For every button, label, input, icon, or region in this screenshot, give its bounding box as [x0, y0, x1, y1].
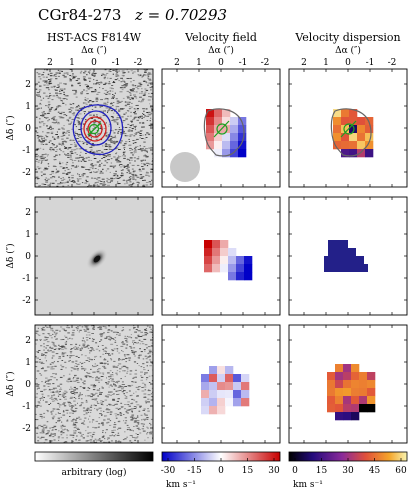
x-tick-label: 2 [301, 58, 307, 68]
y-tick-label: 2 [25, 80, 31, 90]
panel-velocity-dispersion-observed [289, 69, 407, 187]
column-title-velocity: Velocity field [184, 31, 257, 44]
x-tick-label: -2 [134, 58, 143, 68]
colorbar-tick-label: 0 [292, 466, 298, 476]
colorbar-tick-label: 30 [342, 466, 354, 476]
panel-hst-model [35, 197, 153, 315]
colorbar-dispersion-label: km s⁻¹ [293, 480, 323, 490]
x-axis-label-col1: Δα (″) [81, 45, 107, 56]
x-tick-label: 0 [218, 58, 224, 68]
x-tick-label: -2 [261, 58, 270, 68]
y-tick-label: -1 [22, 402, 31, 412]
x-axis-label-col2: Δα (″) [208, 45, 234, 56]
x-tick-label: 0 [345, 58, 351, 68]
panel-hst-observed [35, 69, 153, 187]
y-tick-label: -2 [22, 424, 31, 434]
colorbar-tick-label: 60 [395, 466, 407, 476]
redshift-label: z = 0.70293 [134, 6, 227, 24]
panel-velocity-dispersion-model [289, 197, 407, 315]
x-tick-label: 1 [196, 58, 202, 68]
x-tick-labels: 2 1 0 -1 -2 2 1 0 -1 -2 2 1 0 -1 -2 [47, 58, 396, 68]
y-tick-label: 0 [25, 252, 31, 262]
x-axis-label-col3: Δα (″) [335, 45, 361, 56]
x-tick-label: 2 [174, 58, 180, 68]
y-tick-label: 0 [25, 124, 31, 134]
panel-hst-residual [35, 325, 153, 443]
psf-circle [170, 152, 200, 182]
column-title-dispersion: Velocity dispersion [294, 31, 400, 44]
x-tick-label: 1 [69, 58, 75, 68]
y-tick-label: 0 [25, 380, 31, 390]
colorbar-tick-label: -15 [187, 466, 202, 476]
y-tick-label: -2 [22, 168, 31, 178]
y-tick-label: 1 [25, 102, 31, 112]
panel-velocity-field-model [162, 197, 280, 315]
colorbar-tick-label: 15 [316, 466, 328, 476]
y-tick-label: -2 [22, 296, 31, 306]
y-tick-label: 1 [25, 358, 31, 368]
x-tick-label: 2 [47, 58, 53, 68]
colorbar-tick-label: -30 [161, 466, 176, 476]
colorbar-dispersion: 0 15 30 45 60 km s⁻¹ [288, 451, 408, 490]
panel-velocity-field-residual [162, 325, 280, 443]
y-axis-label-row2: Δδ (″) [5, 243, 16, 268]
y-axis-label-row3: Δδ (″) [5, 371, 16, 396]
y-axis-label-row1: Δδ (″) [5, 115, 16, 140]
y-tick-labels: 2 1 0 -1 -2 2 1 0 -1 -2 2 1 0 -1 -2 [22, 80, 31, 434]
object-name: CGr84-273 [38, 6, 121, 24]
colorbar-tick-label: 15 [242, 466, 254, 476]
x-tick-label: 0 [91, 58, 97, 68]
colorbar-tick-label: 0 [218, 466, 224, 476]
x-tick-label: -1 [239, 58, 248, 68]
x-tick-label: -1 [366, 58, 375, 68]
y-tick-label: -1 [22, 146, 31, 156]
column-title-hst: HST-ACS F814W [47, 31, 142, 44]
colorbar-tick-label: 30 [268, 466, 280, 476]
colorbar-intensity-label: arbitrary (log) [62, 467, 127, 478]
y-tick-label: 1 [25, 230, 31, 240]
tick-marks [35, 69, 407, 443]
y-tick-label: 2 [25, 336, 31, 346]
colorbar-velocity-label: km s⁻¹ [166, 480, 196, 490]
x-tick-label: -1 [112, 58, 121, 68]
panel-velocity-field-observed [162, 69, 280, 187]
colorbar-velocity: -30 -15 0 15 30 km s⁻¹ [161, 451, 281, 490]
panel-velocity-dispersion-residual [289, 325, 407, 443]
y-tick-label: -1 [22, 274, 31, 284]
colorbar-intensity: arbitrary (log) [34, 451, 154, 478]
colorbar-tick-label: 45 [369, 466, 381, 476]
x-tick-label: 1 [323, 58, 329, 68]
y-tick-label: 2 [25, 208, 31, 218]
x-tick-label: -2 [388, 58, 397, 68]
